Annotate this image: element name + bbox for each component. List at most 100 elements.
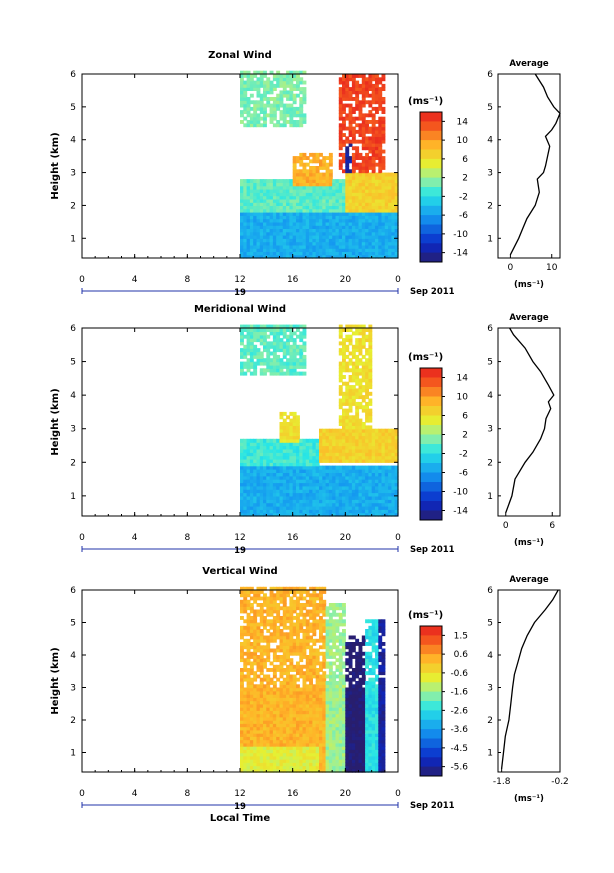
heatmap-cell: [319, 218, 323, 223]
heatmap-cell: [312, 658, 317, 663]
heatmap-cell: [256, 603, 261, 607]
heatmap-cell: [375, 80, 379, 85]
heatmap-cell: [322, 172, 327, 177]
heatmap-cell: [253, 616, 258, 620]
heatmap-cell: [279, 736, 284, 741]
heatmap-cell: [269, 590, 274, 594]
heatmap-cell: [296, 192, 300, 197]
heatmap-cell: [282, 759, 287, 763]
heatmap-cell: [322, 231, 327, 236]
heatmap-cell: [342, 361, 346, 366]
heatmap-cell: [365, 495, 369, 500]
heatmap-cell: [249, 509, 254, 514]
heatmap-cell: [328, 225, 333, 229]
heatmap-cell: [296, 768, 300, 773]
heatmap-cell: [259, 179, 264, 183]
heatmap-cell: [332, 254, 337, 259]
heatmap-cell: [309, 664, 313, 669]
heatmap-cell: [325, 195, 330, 200]
heatmap-cell: [319, 241, 323, 246]
heatmap-cell: [394, 248, 399, 252]
heatmap-cell: [302, 684, 307, 689]
heatmap-cell: [338, 364, 343, 369]
heatmap-cell: [292, 120, 297, 124]
heatmap-cell: [322, 509, 327, 514]
heatmap-cell: [338, 97, 343, 101]
heatmap-cell: [328, 448, 333, 453]
heatmap-cell: [296, 358, 300, 363]
heatmap-cell: [292, 458, 297, 463]
heatmap-cell: [286, 179, 290, 183]
heatmap-cell: [266, 505, 271, 510]
heatmap-cell: [302, 90, 307, 95]
heatmap-cell: [243, 716, 248, 721]
heatmap-cell: [342, 432, 346, 437]
heatmap-cell: [259, 502, 264, 507]
heatmap-cell: [345, 202, 350, 206]
heatmap-cell: [338, 248, 343, 252]
heatmap-cell: [355, 129, 360, 134]
heatmap-cell: [351, 208, 356, 213]
heatmap-cell: [253, 448, 258, 453]
heatmap-cell: [240, 110, 244, 114]
heatmap-cell: [286, 720, 290, 724]
heatmap-cell: [272, 752, 277, 757]
heatmap-cell: [348, 428, 353, 433]
heatmap-cell: [289, 677, 294, 682]
heatmap-cell: [391, 442, 396, 447]
heatmap-cell: [309, 238, 313, 243]
heatmap-cell: [328, 215, 333, 220]
heatmap-cell: [292, 438, 297, 443]
heatmap-cell: [266, 334, 271, 339]
heatmap-cell: [263, 648, 267, 653]
heatmap-cell: [259, 116, 264, 121]
heatmap-cell: [292, 218, 297, 223]
heatmap-cell: [296, 83, 300, 88]
heatmap-cell: [302, 334, 307, 339]
heatmap-cell: [296, 733, 300, 737]
x-tick-label: 0: [79, 533, 85, 543]
heatmap-cell: [240, 651, 244, 656]
heatmap-cell: [296, 752, 300, 757]
heatmap-cell: [282, 509, 287, 514]
colorbar-frame: [419, 367, 443, 521]
heatmap-cell: [240, 681, 244, 685]
heatmap-cell: [338, 185, 343, 190]
heatmap-cell: [361, 123, 366, 128]
heatmap-cell: [279, 361, 284, 366]
heatmap-cell: [371, 452, 376, 457]
heatmap-cell: [249, 438, 254, 443]
heatmap-cell: [249, 254, 254, 259]
heatmap-cell: [371, 238, 376, 243]
heatmap-cell: [325, 192, 330, 197]
heatmap-cell: [279, 694, 284, 698]
heatmap-cell: [246, 344, 251, 349]
heatmap-cell: [256, 638, 261, 643]
heatmap-cell: [361, 238, 366, 243]
x-tick-label: 0: [79, 275, 85, 285]
heatmap-cell: [312, 586, 317, 591]
colorbar-band: [420, 205, 442, 216]
heatmap-cell: [299, 162, 304, 167]
heatmap-cell: [358, 358, 363, 363]
heatmap-cell: [253, 334, 258, 339]
heatmap-cell: [338, 458, 343, 463]
heatmap-cell: [394, 469, 399, 473]
heatmap-cell: [286, 238, 290, 243]
heatmap-cell: [292, 159, 297, 164]
heatmap-cell: [259, 489, 264, 494]
heatmap-cell: [312, 502, 317, 507]
heatmap-cell: [289, 116, 294, 121]
heatmap-cell: [358, 344, 363, 349]
heatmap-cell: [365, 185, 369, 190]
heatmap-cell: [266, 609, 271, 614]
heatmap-cell: [355, 465, 360, 470]
heatmap-cell: [289, 418, 294, 423]
heatmap-cell: [348, 334, 353, 339]
average-profile-line: [505, 327, 555, 513]
heatmap-cell: [256, 707, 261, 711]
heatmap-cell: [292, 235, 297, 239]
heatmap-cell: [253, 642, 258, 646]
heatmap-cell: [292, 175, 297, 180]
heatmap-cell: [312, 638, 317, 643]
